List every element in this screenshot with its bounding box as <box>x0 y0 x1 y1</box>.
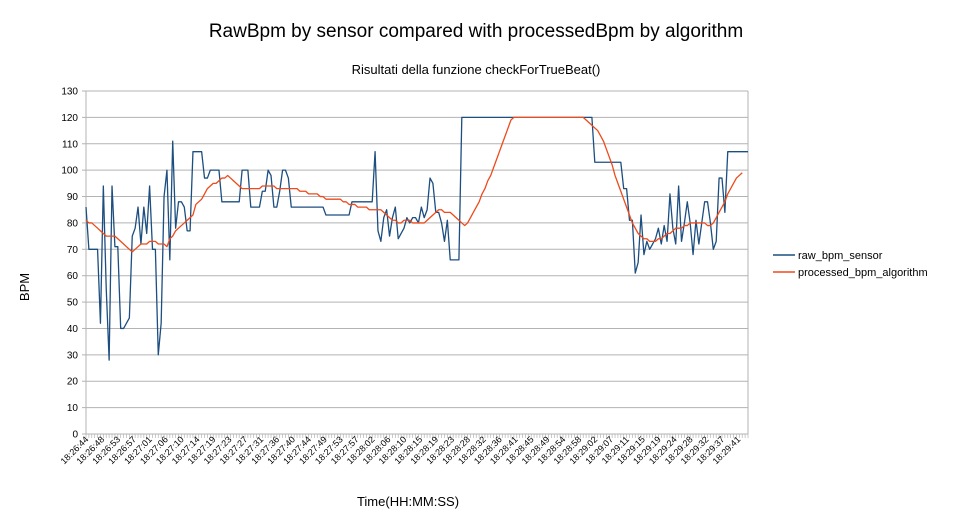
legend-label-processed_bpm_algorithm: processed_bpm_algorithm <box>798 267 928 279</box>
y-tick-label: 30 <box>67 350 79 361</box>
y-tick-label: 10 <box>67 403 79 414</box>
y-tick-label: 70 <box>67 245 79 256</box>
y-tick-label: 80 <box>67 218 79 229</box>
y-tick-label: 120 <box>61 113 78 124</box>
grid-lines <box>85 90 749 435</box>
y-tick-label: 0 <box>72 430 78 441</box>
chart-title: RawBpm by sensor compared with processed… <box>209 21 743 42</box>
legend-label-raw_bpm_sensor: raw_bpm_sensor <box>798 250 883 262</box>
y-tick-label: 20 <box>67 377 79 388</box>
y-tick-label: 130 <box>61 87 78 98</box>
chart-subtitle: Risultati della funzione checkForTrueBea… <box>352 62 601 77</box>
x-axis-title: Time(HH:MM:SS) <box>357 494 459 509</box>
series-line-processed_bpm_algorithm <box>85 116 743 253</box>
y-axis-title: BPM <box>17 273 32 301</box>
y-tick-label: 110 <box>62 139 78 150</box>
y-tick-label: 100 <box>61 166 78 177</box>
plot-series <box>85 116 748 361</box>
series-line-raw_bpm_sensor <box>85 116 748 361</box>
y-axis: 0 10 20 30 40 50 60 70 80 90 100 110 120 130 <box>61 87 86 441</box>
y-tick-label: 90 <box>67 192 79 203</box>
x-axis: 18:26:4418:26:4818:26:5318:26:5718:27:01… <box>59 434 749 466</box>
legend: raw_bpm_sensor processed_bpm_algorithm <box>773 250 928 279</box>
y-tick-label: 50 <box>67 298 79 309</box>
y-tick-label: 40 <box>67 324 79 335</box>
y-tick-label: 60 <box>67 271 79 282</box>
